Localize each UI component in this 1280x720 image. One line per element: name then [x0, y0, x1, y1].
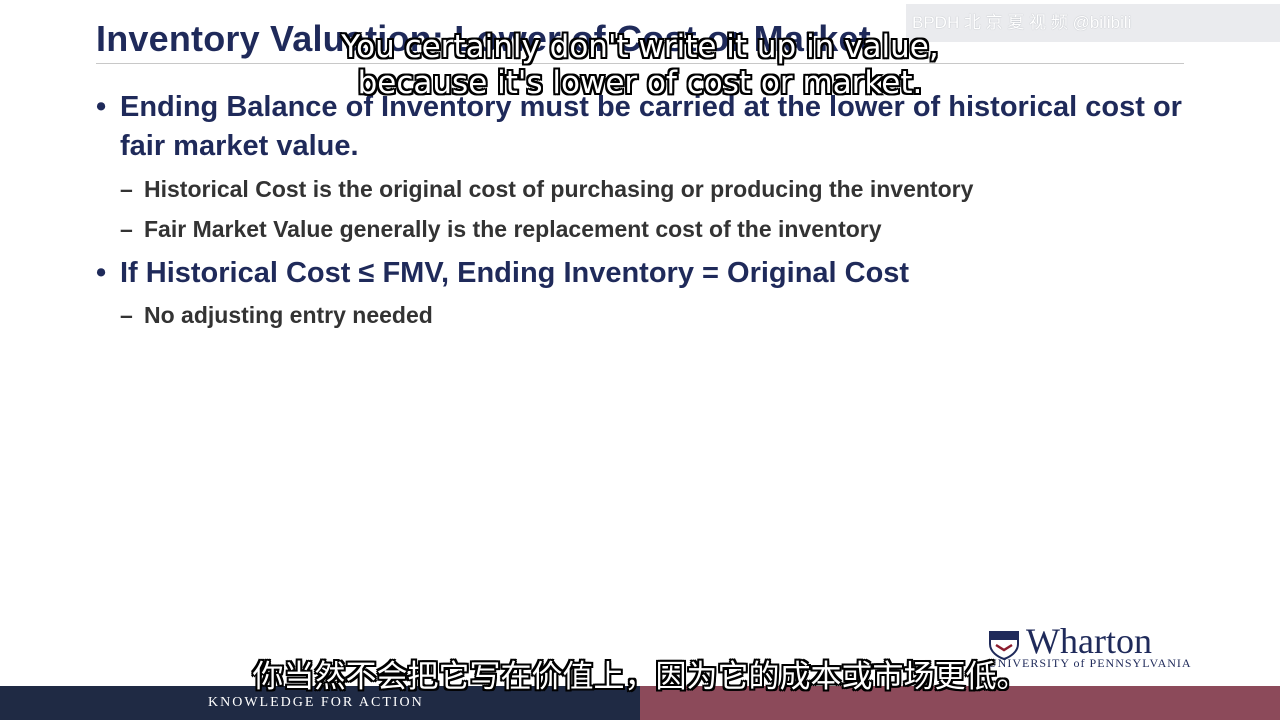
slide-title: Inventory Valuation: Lower of Cost or Ma…	[96, 18, 871, 59]
logo-wordmark: Wharton	[1026, 621, 1152, 661]
caption-english-line-2: because it's lower of cost or market.	[357, 65, 923, 101]
bullet-text: If Historical Cost ≤ FMV, Ending Invento…	[120, 257, 910, 289]
footer-left-band	[0, 686, 640, 720]
bullet-dot: •	[96, 257, 107, 289]
footer-tagline: KNOWLEDGE FOR ACTION	[208, 695, 424, 710]
sub-bullet-text: Fair Market Value generally is the repla…	[144, 216, 882, 242]
caption-chinese: 你当然不会把它写在价值上，因为它的成本或市场更低。	[252, 659, 1028, 695]
bullet-text: Ending Balance of Inventory must be carr…	[120, 91, 1182, 162]
logo-subtitle: UNIVERSITY of PENNSYLVANIA	[988, 656, 1192, 670]
footer-right-band	[640, 686, 1280, 720]
sub-bullet-dash: –	[120, 216, 133, 242]
bullet-dot: •	[96, 91, 107, 123]
sub-bullet-text: Historical Cost is the original cost of …	[144, 176, 974, 202]
shield-icon	[989, 631, 1019, 660]
caption-english-line-1: You certainly don't write it up in value…	[341, 29, 939, 65]
sub-bullet-text: No adjusting entry needed	[144, 302, 433, 328]
sub-bullet-dash: –	[120, 302, 133, 328]
sub-bullet-dash: –	[120, 176, 133, 202]
wharton-logo: Wharton UNIVERSITY of PENNSYLVANIA	[988, 621, 1192, 674]
title-divider	[96, 63, 1184, 64]
watermark: BPDH 北 京 夏 视 频 @bilibili	[906, 4, 1280, 42]
